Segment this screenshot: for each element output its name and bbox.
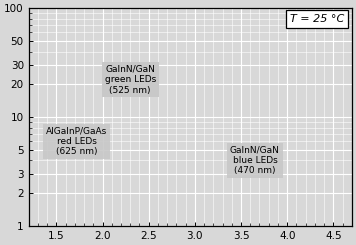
Text: GaInN/GaN
blue LEDs
(470 nm): GaInN/GaN blue LEDs (470 nm) [230,146,280,175]
Text: GaInN/GaN
green LEDs
(525 nm): GaInN/GaN green LEDs (525 nm) [105,65,156,95]
Text: T = 25 °C: T = 25 °C [289,14,344,24]
Text: GaInN/GaN
green LEDs
(525 nm): GaInN/GaN green LEDs (525 nm) [105,65,156,95]
Text: AlGaInP/GaAs
red LEDs
(625 nm): AlGaInP/GaAs red LEDs (625 nm) [46,126,107,156]
